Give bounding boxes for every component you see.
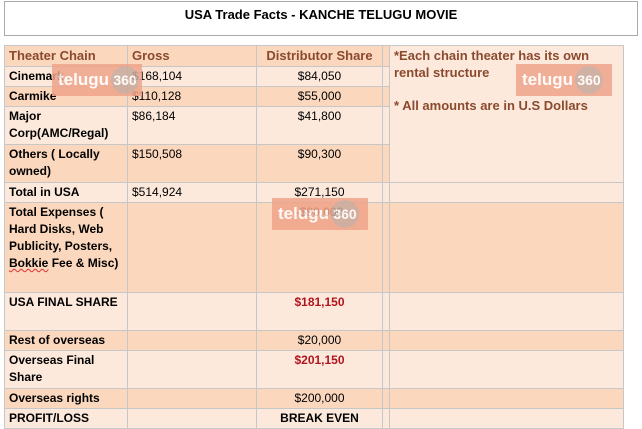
share-value: $55,000 <box>256 86 383 107</box>
share-value: $20,000 <box>256 330 383 351</box>
underlined-word: Bokkie <box>9 256 49 270</box>
trade-facts-table: Theater Chain Gross Distributor Share *E… <box>4 45 624 429</box>
table-row: USA FINAL SHARE $181,150 <box>4 292 624 331</box>
gross-value: $110,128 <box>127 86 257 107</box>
table-row: Overseas Final Share $201,150 <box>4 350 624 389</box>
share-value: $90,300 <box>256 144 383 183</box>
gross-value <box>127 292 257 331</box>
gross-value: $150,508 <box>127 144 257 183</box>
watermark-logo: telugu 360 <box>272 198 368 230</box>
row-label: Rest of overseas <box>4 330 128 351</box>
share-value: $201,150 <box>256 350 383 389</box>
table-row: Carmike $110,128 $55,000 <box>4 86 624 107</box>
row-label: Overseas Final Share <box>4 350 128 389</box>
row-label: Others ( Locally owned) <box>4 144 128 183</box>
gross-value <box>127 408 257 429</box>
share-value: $271,150 <box>256 182 383 203</box>
table-row: Others ( Locally owned) $150,508 $90,300 <box>4 144 624 183</box>
share-value: $181,150 <box>256 292 383 331</box>
row-label: Total in USA <box>4 182 128 203</box>
gross-value: $168,104 <box>127 66 257 87</box>
row-label: PROFIT/LOSS <box>4 408 128 429</box>
row-label: USA FINAL SHARE <box>4 292 128 331</box>
row-label: Overseas rights <box>4 388 128 409</box>
gross-value <box>127 350 257 389</box>
header-distributor-share: Distributor Share <box>256 45 383 67</box>
row-label: Major Corp(AMC/Regal) <box>4 106 128 145</box>
note-rental: *Each chain theater has its own rental s… <box>394 48 590 80</box>
gross-value: $514,924 <box>127 182 257 203</box>
header-theater-chain: Theater Chain <box>4 45 128 67</box>
share-value: $84,050 <box>256 66 383 87</box>
gross-value <box>127 202 257 293</box>
header-gross: Gross <box>127 45 257 67</box>
row-label: Total Expenses ( Hard Disks, Web Publici… <box>4 202 128 293</box>
share-value: $41,800 <box>256 106 383 145</box>
table-row: Overseas rights $200,000 <box>4 388 624 409</box>
watermark-logo: telugu 360 <box>52 64 142 96</box>
table-title: USA Trade Facts - KANCHE TELUGU MOVIE <box>4 1 638 36</box>
table-row: PROFIT/LOSS BREAK EVEN <box>4 408 624 429</box>
gross-value: $86,184 <box>127 106 257 145</box>
table-row: Rest of overseas $20,000 <box>4 330 624 351</box>
gross-value <box>127 388 257 409</box>
watermark-logo: telugu 360 <box>516 64 612 96</box>
table-row: Total in USA $514,924 $271,150 <box>4 182 624 203</box>
share-value: BREAK EVEN <box>256 408 383 429</box>
note-currency: * All amounts are in U.S Dollars <box>394 98 588 113</box>
share-value: $200,000 <box>256 388 383 409</box>
gross-value <box>127 330 257 351</box>
